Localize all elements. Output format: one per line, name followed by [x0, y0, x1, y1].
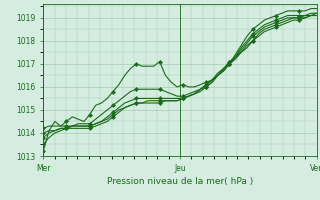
X-axis label: Pression niveau de la mer( hPa ): Pression niveau de la mer( hPa )	[107, 177, 253, 186]
